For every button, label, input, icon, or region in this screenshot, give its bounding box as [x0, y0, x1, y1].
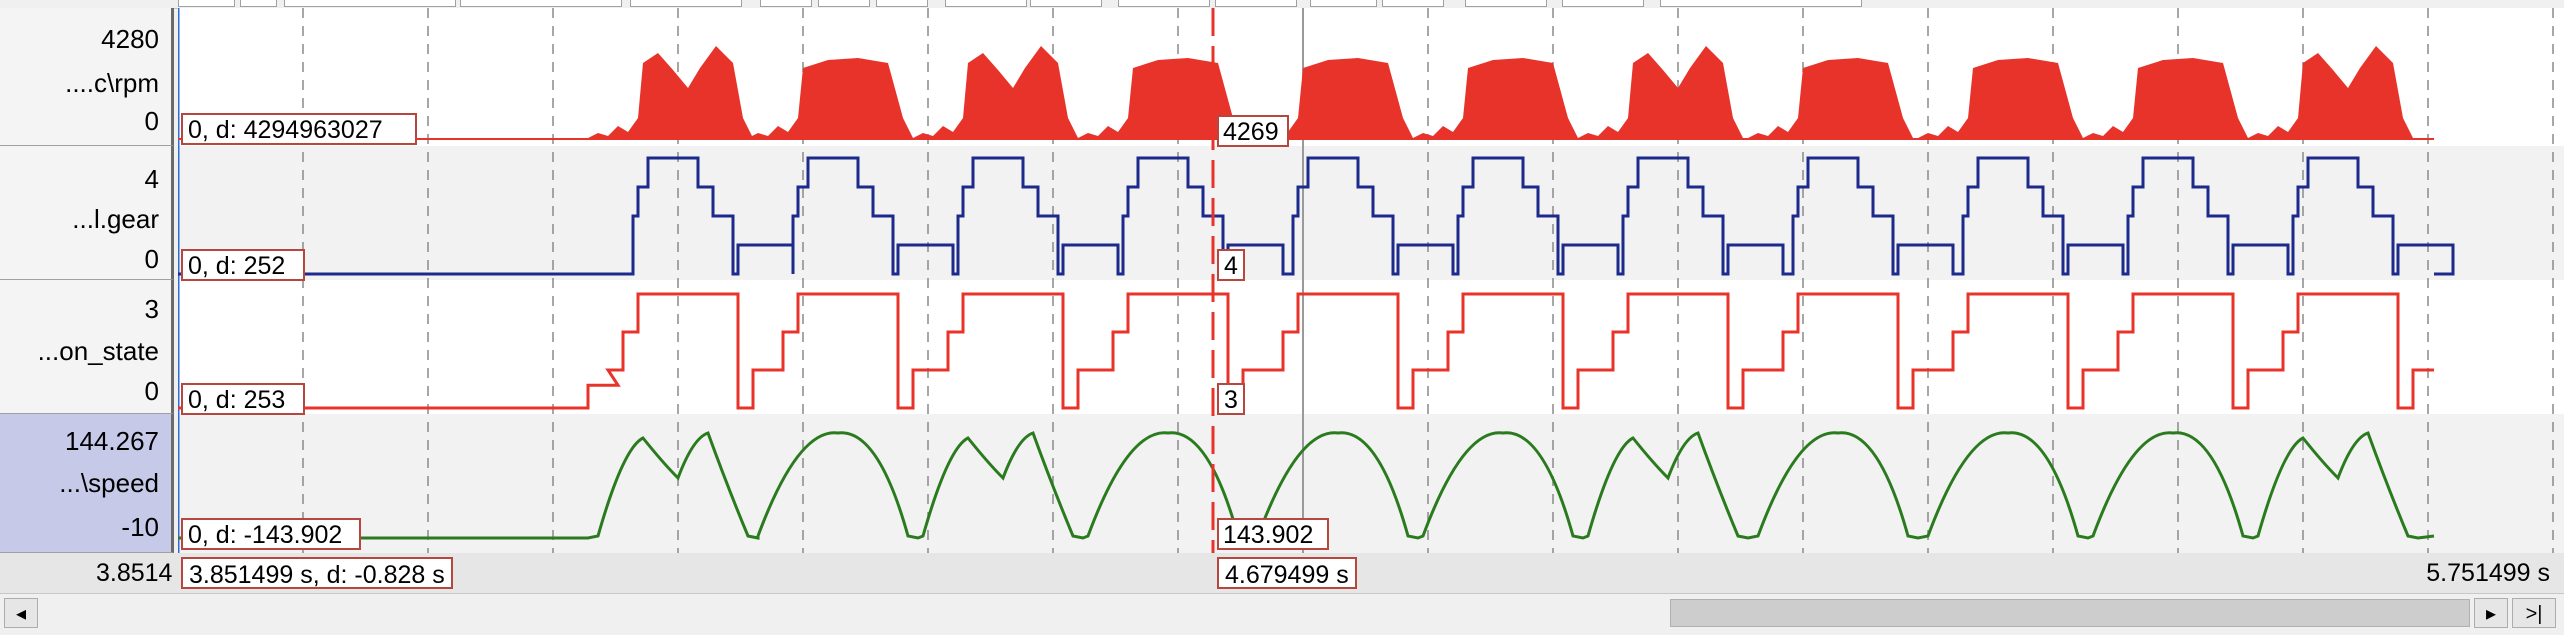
- lane-label-state[interactable]: 3 ...on_state 0: [0, 280, 174, 414]
- lane-background: [178, 280, 2564, 414]
- lane-background: [178, 414, 2564, 553]
- lane-label-rpm[interactable]: 4280 ....c\rpm 0: [0, 8, 174, 146]
- lane-start-info: 0, d: -143.902: [188, 521, 342, 549]
- lane-min-value: 0: [144, 244, 159, 274]
- lane-min-value: -10: [121, 512, 159, 542]
- lane-min-value: 0: [144, 106, 159, 136]
- toolbar-field[interactable]: [945, 0, 1027, 7]
- cursor-value-rpm: 4269: [1217, 115, 1289, 147]
- scroll-left-icon[interactable]: ◂: [4, 598, 38, 628]
- lane-min-value: 0: [144, 376, 159, 406]
- lane-start-info: 0, d: 253: [188, 386, 285, 414]
- toolbar-field[interactable]: [1215, 0, 1297, 7]
- lane-start-info: 0, d: 252: [188, 252, 285, 280]
- toolbar-field[interactable]: [178, 0, 235, 7]
- toolbar-field[interactable]: [1660, 0, 1862, 7]
- toolbar-field[interactable]: [240, 0, 277, 7]
- cursor-value: 3: [1224, 386, 1238, 414]
- toolbar-field[interactable]: [1118, 0, 1210, 7]
- cursor-value-gear: 4: [1217, 249, 1245, 281]
- toolbar-field[interactable]: [1382, 0, 1444, 7]
- cursor-value: 4: [1224, 252, 1238, 280]
- scroll-end-icon[interactable]: >|: [2512, 598, 2556, 628]
- cursor-value: 4269: [1223, 118, 1279, 146]
- toolbar-field[interactable]: [630, 0, 742, 7]
- toolbar-field[interactable]: [1030, 0, 1102, 7]
- horizontal-scrollbar[interactable]: ◂ ▸ >|: [0, 593, 2564, 635]
- lane-max-value: 4: [144, 164, 159, 194]
- gear-trace: [178, 156, 2455, 276]
- rpm-trace: [178, 46, 2434, 140]
- toolbar-field[interactable]: [1310, 0, 1377, 7]
- left-time-label: 3.8514: [96, 559, 173, 587]
- toolbar-field[interactable]: [460, 0, 622, 7]
- lane-labels-panel: 4280 ....c\rpm 0 4 ...l.gear 0 3 ...on_s…: [0, 8, 178, 553]
- toolbar-field[interactable]: [1562, 0, 1644, 7]
- scroll-right-icon[interactable]: ▸: [2474, 598, 2508, 628]
- speed-trace: [178, 431, 2435, 540]
- lane-signal-name: ...on_state: [37, 336, 159, 366]
- lane-signal-name: ...\speed: [59, 468, 159, 498]
- toolbar-field[interactable]: [1465, 0, 1547, 7]
- toolbar-field[interactable]: [284, 0, 456, 7]
- lane-start-box-speed: 0, d: -143.902: [181, 518, 361, 550]
- cursor-time-box: 4.679499 s: [1217, 557, 1357, 589]
- scroll-thumb[interactable]: [1670, 599, 2470, 627]
- lane-max-value: 4280: [101, 24, 159, 54]
- time-status-bar: 3.8514 3.851499 s, d: -0.828 s 4.679499 …: [0, 553, 2564, 593]
- lane-max-value: 3: [144, 294, 159, 324]
- end-time-label: 5.751499 s: [2426, 559, 2550, 587]
- lane-label-gear[interactable]: 4 ...l.gear 0: [0, 146, 174, 280]
- toolbar-button[interactable]: [876, 0, 928, 7]
- toolbar-button[interactable]: [760, 0, 812, 7]
- lane-start-box-rpm: 0, d: 4294963027: [181, 113, 417, 145]
- lane-max-value: 144.267: [65, 426, 159, 456]
- state-trace: [178, 292, 2434, 410]
- signal-traces: [178, 46, 2455, 540]
- lane-label-speed[interactable]: 144.267 ...\speed -10: [0, 414, 174, 553]
- lane-background: [178, 146, 2564, 280]
- toolbar-button[interactable]: [818, 0, 870, 7]
- signal-plot-area[interactable]: 0, d: 4294963027 0, d: 252 0, d: 253 0, …: [178, 8, 2564, 553]
- lane-start-info: 0, d: 4294963027: [188, 116, 383, 144]
- range-info-box: 3.851499 s, d: -0.828 s: [181, 557, 453, 589]
- cursor-value: 143.902: [1223, 521, 1313, 549]
- cursor-value-speed: 143.902: [1217, 518, 1329, 550]
- lane-start-box-gear: 0, d: 252: [181, 249, 305, 281]
- lane-start-box-state: 0, d: 253: [181, 383, 305, 415]
- lane-signal-name: ...l.gear: [72, 204, 159, 234]
- lane-signal-name: ....c\rpm: [65, 68, 159, 98]
- cursor-value-state: 3: [1217, 383, 1245, 415]
